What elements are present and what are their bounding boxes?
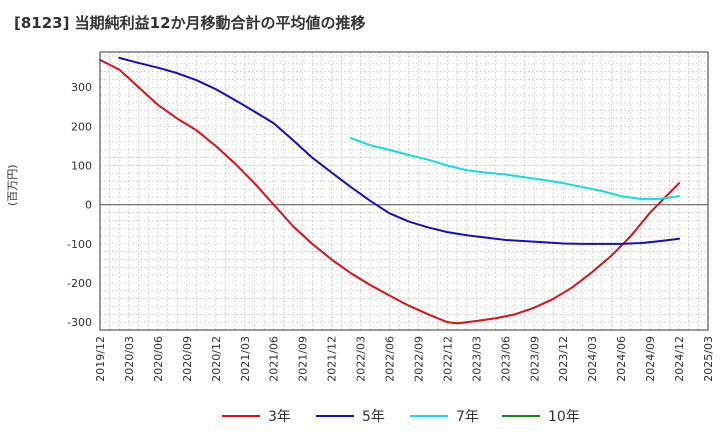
series-line-2: [349, 137, 681, 200]
x-tick-label: 2022/03: [355, 336, 368, 382]
x-tick-label: 2023/09: [528, 336, 541, 382]
y-tick-label: 200: [71, 120, 92, 133]
x-tick-label: 2024/06: [615, 336, 628, 382]
x-tick-label: 2021/09: [297, 336, 310, 382]
y-tick-label: 0: [85, 199, 92, 212]
plot-area: [100, 52, 708, 330]
series-line-1: [118, 56, 681, 245]
x-tick-label: 2023/06: [499, 336, 512, 382]
legend-item-1: 5年: [316, 404, 385, 428]
series-layer: [99, 56, 681, 325]
legend-item-3: 10年: [502, 404, 580, 428]
x-tick-label: 2025/03: [702, 336, 715, 382]
y-tick-label: -200: [67, 277, 92, 290]
x-tick-labels: 2019/12 2020/03 2020/06 2020/09 2020/12 2021/…: [94, 336, 715, 382]
x-tick-label: 2020/12: [210, 336, 223, 382]
legend-swatch: [316, 415, 354, 417]
x-tick-label: 2020/06: [152, 336, 165, 382]
legend-label: 7年: [456, 409, 479, 425]
y-tick-labels: 300 200 100 0 -100 -200 -300: [67, 81, 92, 329]
x-tick-label: 2023/12: [557, 336, 570, 382]
y-tick-label: -300: [67, 316, 92, 329]
x-tick-label: 2024/03: [586, 336, 599, 382]
legend-swatch: [222, 415, 260, 417]
legend-label: 5年: [362, 409, 385, 425]
x-tick-label: 2020/03: [123, 336, 136, 382]
legend: 3年 5年 7年 10年: [0, 404, 720, 428]
legend-label: 3年: [268, 409, 291, 425]
y-tick-label: -100: [67, 238, 92, 251]
grid: [100, 52, 708, 330]
x-tick-label: 2022/09: [412, 336, 425, 382]
chart-title: [8123] 当期純利益12か月移動合計の平均値の推移: [14, 14, 366, 32]
x-tick-label: 2021/06: [268, 336, 281, 382]
x-tick-label: 2023/03: [470, 336, 483, 382]
x-tick-label: 2022/06: [384, 336, 397, 382]
y-tick-label: 100: [71, 160, 92, 173]
x-tick-label: 2022/12: [441, 336, 454, 382]
x-tick-label: 2021/03: [239, 336, 252, 382]
plot-frame: [99, 51, 709, 331]
x-tick-label: 2024/12: [673, 336, 686, 382]
series-line-0: [99, 58, 681, 325]
x-tick-label: 2020/09: [181, 336, 194, 382]
x-tick-label: 2024/09: [644, 336, 657, 382]
legend-swatch: [410, 415, 448, 417]
x-tick-label: 2019/12: [94, 336, 107, 382]
legend-item-2: 7年: [410, 404, 479, 428]
legend-item-0: 3年: [222, 404, 291, 428]
y-tick-label: 300: [71, 81, 92, 94]
x-tick-label: 2021/12: [326, 336, 339, 382]
legend-label: 10年: [548, 409, 580, 425]
legend-swatch: [502, 415, 540, 417]
